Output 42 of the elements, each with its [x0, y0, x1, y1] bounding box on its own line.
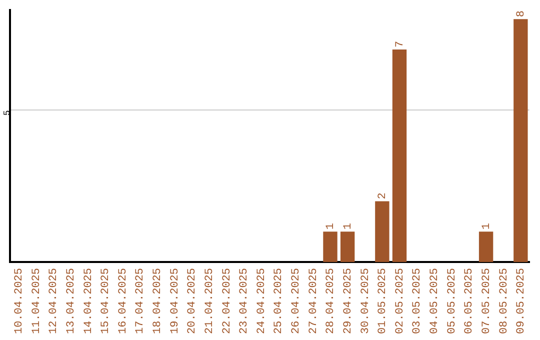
data-label: 7: [394, 40, 406, 48]
x-tick-label: 04.05.2025: [429, 268, 442, 334]
data-label: 2: [377, 192, 390, 200]
data-label: 8: [516, 10, 528, 18]
x-tick-label: 17.04.2025: [134, 268, 147, 334]
bar: [323, 232, 338, 262]
x-tick-label: 27.04.2025: [308, 268, 320, 334]
data-label: 1: [342, 222, 354, 230]
x-tick-label: 08.05.2025: [498, 268, 510, 334]
data-label: 1: [325, 222, 338, 230]
x-tick-label: 10.04.2025: [14, 268, 26, 334]
bar: [340, 232, 355, 262]
x-tick-label: 25.04.2025: [273, 268, 286, 334]
bar: [392, 49, 407, 262]
x-tick-label: 28.04.2025: [325, 268, 338, 334]
bar: [514, 19, 528, 262]
x-tick-label: 02.05.2025: [394, 268, 406, 334]
x-tick-label: 24.04.2025: [256, 268, 268, 334]
x-tick-label: 26.04.2025: [290, 268, 303, 334]
x-tick-label: 19.04.2025: [169, 268, 182, 334]
x-tick-label: 20.04.2025: [186, 268, 199, 334]
x-tick-label: 11.04.2025: [30, 268, 43, 334]
data-label: 1: [480, 222, 493, 230]
x-tick-label: 22.04.2025: [221, 268, 234, 334]
x-tick-label: 21.04.2025: [204, 268, 216, 334]
x-tick-label: 01.05.2025: [377, 268, 390, 334]
bar: [478, 232, 494, 262]
x-tick-label: 12.04.2025: [48, 268, 60, 334]
x-tick-label: 03.05.2025: [412, 268, 424, 334]
x-tick-label: 14.04.2025: [82, 268, 95, 334]
x-tick-label: 06.05.2025: [464, 268, 476, 334]
x-tick-label: 07.05.2025: [480, 268, 493, 334]
x-tick-label: 18.04.2025: [152, 268, 164, 334]
x-tick-label: 23.04.2025: [238, 268, 251, 334]
x-tick-label: 29.04.2025: [342, 268, 354, 334]
x-tick-label: 05.05.2025: [446, 268, 458, 334]
bar: [375, 201, 390, 262]
x-tick-label: 13.04.2025: [65, 268, 78, 334]
x-tick-label: 30.04.2025: [360, 268, 372, 334]
x-tick-label: 09.05.2025: [516, 268, 528, 334]
x-tick-label: 15.04.2025: [100, 268, 112, 334]
x-tick-label: 16.04.2025: [117, 268, 130, 334]
